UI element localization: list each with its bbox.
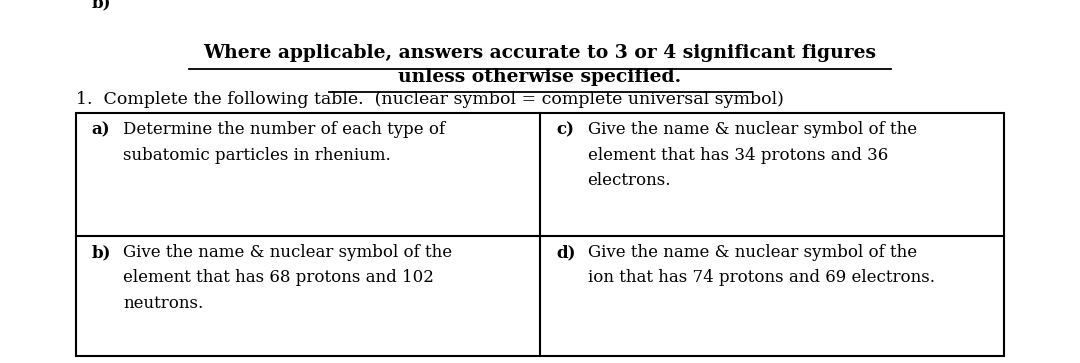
- Text: unless otherwise specified.: unless otherwise specified.: [399, 68, 681, 86]
- Text: b): b): [92, 0, 111, 11]
- Bar: [76, 113, 1004, 356]
- Text: Give the name & nuclear symbol of the
element that has 68 protons and 102
neutro: Give the name & nuclear symbol of the el…: [123, 244, 453, 312]
- Text: Determine the number of each type of
subatomic particles in rhenium.: Determine the number of each type of sub…: [123, 122, 445, 164]
- Text: d): d): [556, 244, 576, 261]
- Text: c): c): [556, 122, 575, 138]
- Text: b): b): [92, 244, 111, 261]
- Text: Where applicable, answers accurate to 3 or 4 significant figures: Where applicable, answers accurate to 3 …: [203, 44, 877, 62]
- Text: 1.  Complete the following table.  (nuclear symbol = complete universal symbol): 1. Complete the following table. (nuclea…: [76, 91, 783, 108]
- Text: Give the name & nuclear symbol of the
ion that has 74 protons and 69 electrons.: Give the name & nuclear symbol of the io…: [588, 244, 934, 286]
- Text: Give the name & nuclear symbol of the
element that has 34 protons and 36
electro: Give the name & nuclear symbol of the el…: [588, 122, 917, 189]
- Text: a): a): [92, 122, 110, 138]
